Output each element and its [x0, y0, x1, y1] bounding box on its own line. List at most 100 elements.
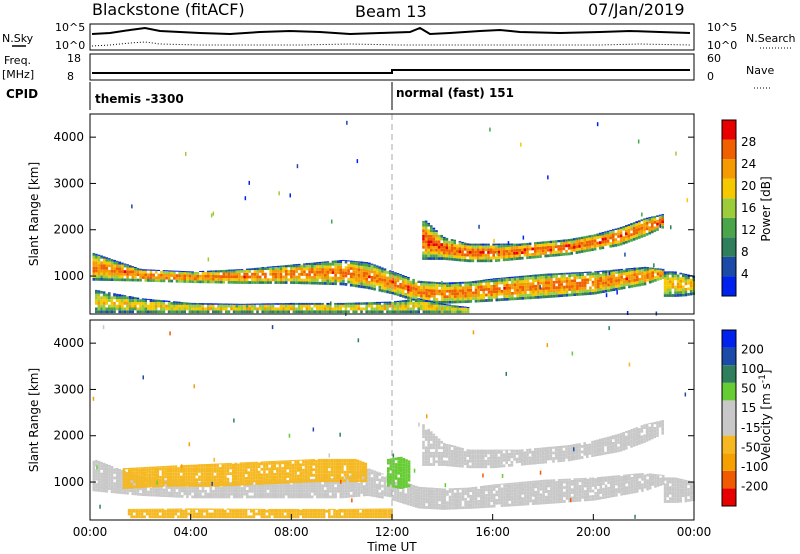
- data-cell: [247, 462, 251, 464]
- data-cell: [477, 488, 480, 492]
- data-cell: [511, 495, 514, 498]
- data-cell: [295, 487, 298, 490]
- data-cell: [432, 234, 436, 238]
- data-cell: [435, 503, 439, 507]
- data-cell: [589, 271, 592, 273]
- data-cell: [539, 279, 543, 282]
- data-cell: [622, 492, 626, 496]
- data-cell: [174, 483, 178, 487]
- data-cell: [435, 498, 439, 502]
- data-cell: [607, 280, 610, 284]
- freq-unit-label: [MHz]: [2, 68, 34, 81]
- data-cell: [313, 304, 316, 308]
- data-cell: [195, 483, 199, 487]
- data-cell: [588, 248, 592, 252]
- data-cell: [448, 307, 452, 311]
- data-cell: [126, 302, 129, 305]
- data-cell: [342, 489, 345, 493]
- data-cell: [565, 483, 569, 486]
- data-cell: [536, 249, 540, 253]
- data-cell: [513, 257, 516, 261]
- data-cell: [399, 294, 402, 297]
- data-cell: [471, 243, 475, 246]
- data-cell: [394, 301, 397, 303]
- data-cell: [344, 489, 348, 493]
- data-cell: [396, 490, 400, 494]
- data-cell: [503, 484, 506, 488]
- data-cell: [170, 489, 174, 492]
- data-cell: [160, 273, 163, 277]
- data-cell: [446, 490, 449, 493]
- data-cell: [102, 299, 106, 302]
- data-cell: [347, 269, 350, 273]
- data-cell: [386, 282, 389, 285]
- data-cell: [477, 491, 480, 495]
- data-cell: [495, 290, 499, 293]
- data-cell: [472, 487, 475, 490]
- data-cell: [602, 284, 605, 288]
- data-cell: [645, 219, 649, 222]
- data-cell: [105, 481, 109, 485]
- data-cell: [581, 272, 584, 274]
- data-cell: [466, 492, 470, 495]
- data-cell: [537, 490, 540, 494]
- data-cell: [482, 499, 486, 503]
- data-cell: [297, 492, 301, 496]
- data-cell: [352, 491, 356, 495]
- data-cell: [432, 257, 436, 260]
- data-cell: [178, 307, 181, 311]
- data-cell: [490, 287, 493, 291]
- data-cell: [182, 483, 186, 487]
- data-cell: [193, 274, 197, 278]
- data-cell: [261, 270, 265, 273]
- data-cell: [365, 286, 369, 289]
- data-cell: [113, 468, 116, 472]
- data-cell: [638, 227, 641, 231]
- data-cell: [375, 266, 379, 269]
- data-cell: [453, 289, 457, 293]
- data-cell: [179, 478, 183, 482]
- data-cell: [186, 495, 189, 499]
- data-cell: [316, 304, 319, 308]
- data-cell: [479, 256, 482, 260]
- data-cell: [578, 478, 582, 480]
- data-cell: [180, 307, 184, 311]
- data-cell: [609, 233, 612, 237]
- data-cell: [552, 248, 555, 252]
- data-cell: [240, 269, 244, 271]
- data-cell: [433, 503, 436, 507]
- data-cell: [596, 244, 599, 248]
- data-cell: [253, 487, 257, 490]
- data-cell: [383, 493, 387, 497]
- data-cell: [526, 282, 530, 286]
- data-cell: [206, 304, 210, 308]
- data-cell: [518, 489, 522, 492]
- data-cell: [110, 267, 114, 270]
- data-cell: [570, 499, 574, 503]
- data-cell: [477, 494, 480, 498]
- data-cell: [164, 465, 167, 468]
- data-cell: [152, 488, 155, 491]
- data-cell: [95, 269, 98, 273]
- data-cell: [578, 292, 582, 296]
- data-cell: [237, 466, 240, 469]
- data-cell: [141, 304, 145, 308]
- data-cell: [383, 289, 387, 293]
- data-cell: [247, 476, 251, 480]
- data-cell: [290, 307, 293, 311]
- data-cell: [92, 471, 96, 475]
- data-cell: [235, 269, 239, 273]
- data-cell: [290, 275, 293, 279]
- data-cell: [430, 283, 434, 287]
- data-cell: [404, 292, 408, 296]
- data-cell: [563, 480, 566, 484]
- data-cell: [173, 302, 176, 305]
- data-cell: [438, 490, 441, 493]
- data-cell: [401, 275, 405, 277]
- data-cell: [503, 501, 506, 505]
- data-cell: [251, 303, 254, 305]
- data-cell: [599, 232, 602, 234]
- data-cell: [427, 297, 431, 301]
- data-cell: [560, 486, 564, 490]
- data-cell: [492, 284, 496, 288]
